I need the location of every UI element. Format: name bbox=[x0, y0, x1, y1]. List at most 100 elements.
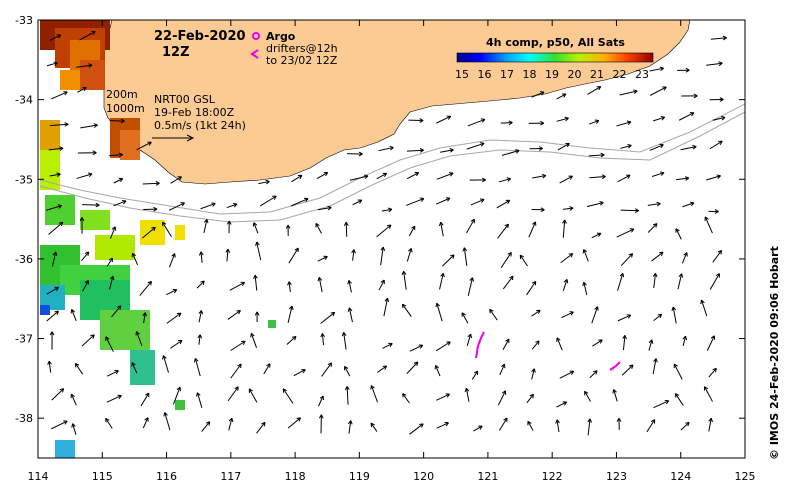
current-arrow bbox=[589, 370, 598, 379]
current-arrow bbox=[709, 273, 720, 290]
current-arrow bbox=[531, 309, 541, 317]
current-arrow bbox=[106, 370, 119, 377]
depth-200-label: 200m bbox=[106, 88, 138, 101]
current-arrow bbox=[704, 216, 713, 234]
current-arrow bbox=[113, 177, 124, 184]
current-arrow bbox=[617, 174, 631, 183]
y-tick-label: -36 bbox=[15, 253, 33, 266]
y-tick-label: -35 bbox=[15, 173, 33, 186]
current-arrow bbox=[709, 97, 724, 102]
current-arrow bbox=[489, 308, 498, 321]
current-arrow bbox=[316, 172, 329, 180]
current-arrow bbox=[466, 218, 475, 234]
current-arrow bbox=[254, 311, 260, 323]
current-arrow bbox=[712, 249, 723, 263]
current-arrow bbox=[70, 393, 77, 406]
current-arrow bbox=[293, 369, 306, 377]
current-arrow bbox=[708, 367, 717, 378]
current-arrow bbox=[352, 199, 363, 206]
current-arrow bbox=[587, 418, 592, 436]
current-arrow bbox=[671, 306, 677, 324]
map-date: 22-Feb-2020 bbox=[154, 29, 246, 44]
current-arrow bbox=[228, 417, 234, 431]
current-arrow bbox=[131, 362, 138, 374]
current-arrow bbox=[557, 142, 570, 151]
current-arrow bbox=[584, 390, 591, 402]
current-arrow bbox=[531, 91, 545, 98]
current-arrow bbox=[282, 388, 294, 404]
current-arrow bbox=[48, 221, 64, 235]
colorbar-tick-label: 20 bbox=[568, 68, 582, 81]
drifter-label-2: to 23/02 12Z bbox=[266, 54, 338, 67]
model-name: NRT00 GSL bbox=[154, 93, 216, 106]
current-arrow bbox=[500, 120, 513, 126]
current-arrow bbox=[290, 197, 309, 207]
current-arrow bbox=[673, 363, 683, 380]
current-arrow bbox=[680, 421, 690, 431]
current-arrow bbox=[45, 204, 63, 211]
current-arrow bbox=[651, 171, 665, 178]
current-arrow bbox=[51, 251, 58, 267]
current-arrow bbox=[563, 206, 574, 211]
x-tick-label: 118 bbox=[285, 470, 306, 483]
colorbar-tick-label: 19 bbox=[545, 68, 559, 81]
current-arrow bbox=[675, 228, 682, 240]
current-arrow bbox=[201, 421, 211, 432]
current-arrow bbox=[406, 148, 424, 153]
current-arrow bbox=[198, 251, 204, 263]
current-arrow bbox=[616, 120, 632, 127]
current-arrow bbox=[320, 311, 336, 324]
current-arrow bbox=[203, 218, 209, 234]
current-arrow bbox=[109, 275, 115, 290]
current-arrow bbox=[500, 252, 512, 269]
current-arrow bbox=[317, 277, 323, 293]
current-arrow bbox=[381, 207, 393, 213]
x-tick-label: 115 bbox=[92, 470, 113, 483]
current-arrow bbox=[531, 340, 540, 350]
current-arrow bbox=[163, 412, 171, 431]
current-arrow bbox=[321, 362, 333, 377]
current-arrow bbox=[378, 145, 394, 152]
current-arrow bbox=[556, 401, 568, 408]
x-tick-label: 119 bbox=[349, 470, 370, 483]
current-arrow bbox=[531, 207, 545, 213]
current-arrow bbox=[77, 150, 97, 156]
current-arrow bbox=[82, 202, 100, 208]
current-arrow bbox=[502, 338, 510, 350]
current-arrow bbox=[168, 202, 185, 211]
y-tick-label: -34 bbox=[15, 94, 33, 107]
current-arrow bbox=[676, 67, 690, 73]
current-arrow bbox=[166, 312, 182, 324]
current-arrow bbox=[709, 140, 723, 150]
current-arrow bbox=[47, 360, 52, 373]
current-arrow bbox=[401, 303, 412, 317]
current-arrow bbox=[556, 116, 569, 122]
current-arrow bbox=[466, 142, 485, 150]
current-arrow bbox=[380, 246, 386, 266]
current-arrow bbox=[106, 257, 114, 267]
current-arrow bbox=[347, 307, 353, 323]
current-arrow bbox=[230, 340, 246, 351]
current-arrow bbox=[649, 86, 667, 96]
argo-legend: Argo drifters@12h to 23/02 12Z bbox=[250, 30, 338, 67]
current-arrow bbox=[49, 172, 61, 177]
current-arrow bbox=[344, 386, 350, 405]
current-arrow bbox=[527, 420, 534, 431]
current-arrow bbox=[496, 199, 511, 209]
current-arrow bbox=[467, 277, 475, 297]
current-arrow bbox=[142, 417, 149, 429]
current-arrow bbox=[438, 221, 444, 237]
drifter-label-1: drifters@12h bbox=[266, 42, 338, 55]
current-arrow bbox=[681, 252, 688, 264]
current-arrow bbox=[227, 309, 241, 320]
current-arrow bbox=[351, 249, 356, 261]
current-arrow bbox=[409, 423, 424, 435]
current-arrow bbox=[255, 241, 262, 261]
current-arrow bbox=[708, 209, 719, 214]
current-arrow bbox=[253, 274, 258, 291]
current-arrow bbox=[408, 118, 424, 123]
current-arrow bbox=[519, 254, 528, 267]
current-arrow bbox=[166, 288, 178, 296]
colorbar-tick-label: 15 bbox=[455, 68, 469, 81]
current-arrow bbox=[406, 247, 413, 262]
